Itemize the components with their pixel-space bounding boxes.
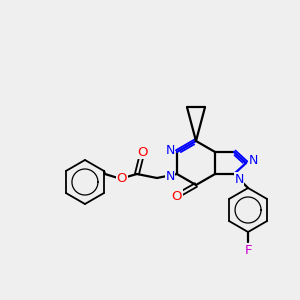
Text: O: O [172,190,182,202]
Text: N: N [248,154,258,166]
Text: O: O [138,146,148,158]
Text: O: O [117,172,127,184]
Text: F: F [244,244,252,256]
Text: N: N [234,172,244,185]
Text: N: N [165,170,175,184]
Text: N: N [165,143,175,157]
